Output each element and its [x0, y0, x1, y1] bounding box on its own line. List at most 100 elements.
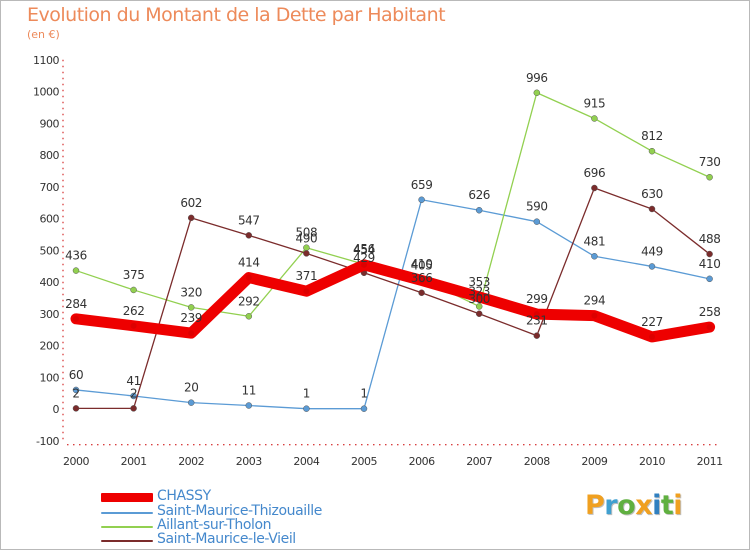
data-label: 454 [353, 243, 375, 257]
data-point [591, 115, 598, 122]
data-point [533, 332, 541, 339]
data-point [648, 205, 656, 213]
x-tick-label: 2009 [581, 455, 607, 468]
data-label: 481 [584, 234, 606, 248]
x-tick-label: 2004 [293, 455, 319, 468]
data-point [533, 311, 540, 318]
unit-label: (en €) [27, 28, 60, 41]
x-tick-label: 2008 [524, 455, 550, 468]
x-tick-label: 2003 [236, 455, 262, 468]
legend-label: Aillant-sur-Tholon [157, 517, 272, 533]
data-label: 915 [584, 96, 606, 110]
data-label: 547 [238, 213, 260, 227]
y-tick-label: 600 [40, 213, 60, 226]
data-point [130, 405, 137, 412]
legend-swatch [101, 526, 153, 528]
legend-label: Saint-Maurice-Thizouaille [157, 503, 322, 519]
data-point [72, 386, 80, 394]
data-point [303, 288, 310, 295]
legend-label: CHASSY [157, 488, 211, 504]
data-label: 239 [180, 311, 202, 325]
data-label: 11 [242, 384, 256, 398]
data-point [476, 293, 483, 300]
legend-swatch [101, 512, 153, 514]
data-point [245, 313, 253, 320]
data-point [533, 89, 541, 97]
data-label: 449 [641, 244, 663, 258]
data-point [706, 275, 713, 283]
data-point [303, 405, 310, 412]
data-label: 292 [238, 294, 260, 308]
data-point [591, 312, 598, 319]
chart-title: Evolution du Montant de la Dette par Hab… [27, 4, 446, 26]
data-label: 659 [411, 178, 433, 192]
data-label: 490 [296, 231, 318, 245]
data-label: 299 [526, 292, 548, 306]
data-point [361, 261, 367, 268]
y-tick-label: 700 [40, 181, 60, 194]
data-label: 812 [641, 129, 663, 143]
data-point [475, 206, 483, 214]
data-point [706, 173, 713, 181]
data-label: 262 [123, 304, 145, 318]
data-point [475, 303, 483, 310]
series-line [70, 259, 716, 343]
y-tick-label: 500 [40, 244, 60, 257]
series-line [75, 199, 711, 410]
data-point [72, 267, 80, 274]
data-point [245, 402, 253, 409]
data-label: 323 [468, 284, 490, 298]
y-tick-label: 1000 [33, 86, 59, 99]
data-label: 630 [641, 187, 663, 201]
data-point [649, 333, 655, 340]
data-label: 300 [468, 292, 490, 306]
data-point [130, 322, 137, 329]
y-tick-label: 400 [40, 276, 60, 289]
data-label: 996 [526, 71, 548, 85]
data-label: 1 [303, 387, 310, 401]
data-point [187, 304, 195, 311]
data-label: 436 [65, 249, 87, 263]
legend-label: Saint-Maurice-le-Vieil [157, 531, 296, 547]
data-point [187, 399, 195, 406]
data-label: 410 [411, 257, 433, 271]
x-tick-label: 2005 [351, 455, 377, 468]
data-label: 2 [72, 386, 79, 400]
data-label: 366 [411, 271, 433, 285]
data-point [648, 147, 656, 155]
data-label: 696 [584, 166, 606, 180]
data-label: 626 [468, 188, 490, 202]
data-point [418, 196, 425, 204]
legend-swatch [101, 540, 153, 542]
legend-swatch [101, 493, 153, 502]
data-label: 227 [641, 315, 663, 329]
x-tick-label: 2006 [409, 455, 435, 468]
y-tick-label: -100 [36, 435, 59, 448]
data-label: 320 [180, 285, 202, 299]
data-label: 284 [65, 297, 87, 311]
series-line [75, 187, 711, 410]
y-tick-label: 300 [40, 308, 60, 321]
data-point [706, 250, 713, 258]
y-tick-label: 100 [40, 371, 60, 384]
proxiti-logo: Proxiti [585, 490, 683, 521]
x-tick-label: 2007 [466, 455, 492, 468]
data-point [648, 263, 656, 270]
data-label: 375 [123, 268, 145, 282]
data-point [591, 184, 598, 192]
data-point [187, 214, 195, 222]
x-tick-label: 2010 [639, 455, 665, 468]
data-label: 41 [126, 374, 140, 388]
data-point [72, 405, 80, 412]
data-point [418, 277, 425, 284]
data-point [303, 244, 310, 251]
data-point [130, 392, 137, 400]
data-point [533, 218, 541, 225]
data-label: 1 [360, 387, 367, 401]
data-label: 456 [353, 242, 375, 256]
data-label: 405 [411, 258, 433, 272]
data-point [591, 253, 598, 260]
data-label: 508 [296, 226, 318, 240]
